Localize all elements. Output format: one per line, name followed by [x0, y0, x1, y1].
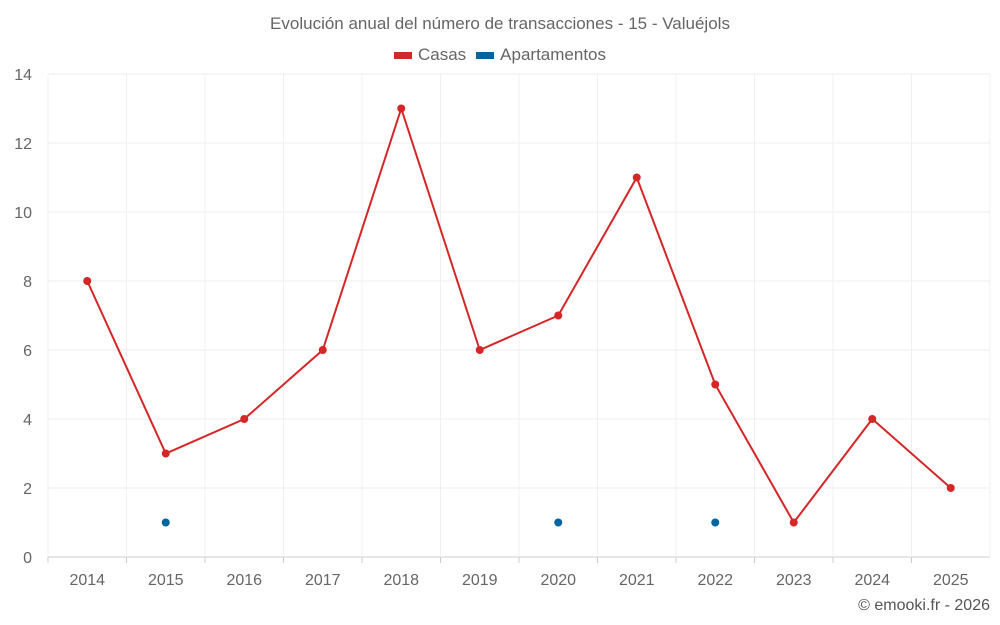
x-tick-label: 2016 [226, 572, 262, 589]
x-tick-label: 2024 [854, 572, 890, 589]
data-point-casas [946, 484, 955, 492]
data-point-casas [161, 449, 170, 458]
legend-item-casas[interactable]: Casas [393, 45, 467, 65]
data-point-casas [318, 346, 327, 354]
data-point-casas [632, 173, 641, 182]
legend-item-apartamentos[interactable]: Apartamentos [476, 45, 606, 65]
x-tick-label: 2015 [148, 572, 184, 589]
data-point-casas [868, 415, 877, 423]
y-tick-label: 8 [23, 274, 32, 291]
x-tick-label: 2018 [383, 572, 419, 589]
legend-swatch-apartamentos [476, 51, 495, 59]
data-point-casas [240, 415, 249, 423]
series-line-casas [86, 105, 952, 525]
y-tick-label: 14 [14, 67, 32, 84]
x-tick-label: 2021 [619, 572, 655, 589]
y-tick-label: 2 [23, 481, 32, 498]
data-point-casas [83, 277, 92, 285]
y-tick-label: 6 [23, 343, 32, 360]
data-point-casas [397, 104, 406, 113]
credit: © emooki.fr - 2026 [858, 597, 990, 614]
chart-title: Evolución anual del número de transaccio… [270, 14, 730, 33]
x-tick-label: 2019 [462, 572, 498, 589]
legend: Casas Apartamentos [0, 45, 1000, 65]
x-tick-label: 2022 [697, 572, 733, 589]
y-tick-label: 12 [14, 136, 32, 153]
x-tick-label: 2023 [776, 572, 812, 589]
legend-label: Apartamentos [500, 45, 607, 64]
x-tick-label: 2017 [305, 572, 341, 589]
x-tick-label: 2020 [540, 572, 576, 589]
data-point-casas [711, 380, 720, 389]
data-point-casas [475, 346, 484, 354]
data-point-casas [554, 311, 563, 320]
data-point-casas [789, 518, 798, 527]
y-tick-label: 0 [23, 550, 32, 567]
x-tick-label: 2025 [933, 572, 969, 589]
legend-swatch-casas [393, 51, 412, 59]
legend-label: Casas [417, 45, 467, 64]
data-point-apartamentos [161, 518, 170, 527]
x-tick-label: 2014 [69, 572, 105, 589]
y-tick-label: 4 [23, 412, 32, 429]
data-point-apartamentos [554, 518, 563, 527]
data-point-apartamentos [711, 518, 720, 527]
y-tick-label: 10 [14, 205, 32, 222]
